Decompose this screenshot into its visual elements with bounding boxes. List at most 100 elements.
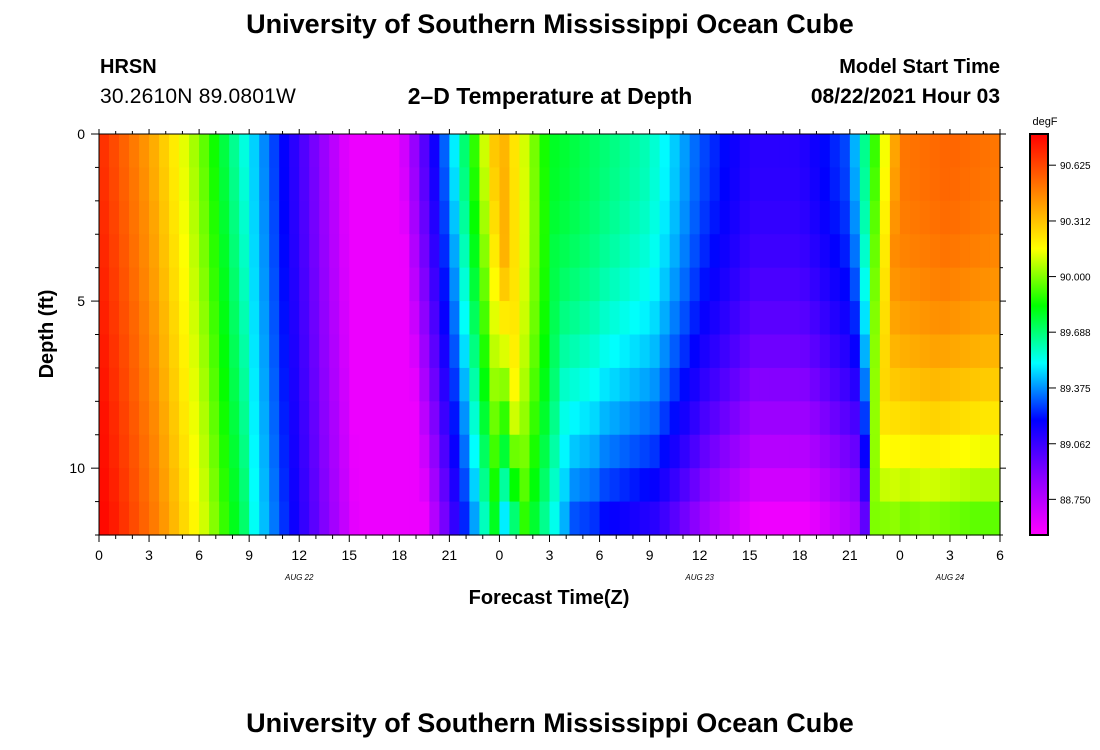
heatmap-cell — [759, 434, 771, 469]
heatmap-cell — [899, 367, 911, 402]
heatmap-cell — [779, 334, 791, 369]
heatmap-cell — [859, 434, 871, 469]
heatmap-cell — [299, 468, 310, 503]
heatmap-cell — [189, 501, 200, 536]
heatmap-cell — [99, 200, 110, 235]
heatmap-cell — [609, 468, 621, 503]
heatmap-cell — [599, 468, 611, 503]
heatmap-cell — [849, 401, 861, 436]
heatmap-cell — [829, 267, 841, 302]
heatmap-cell — [769, 167, 781, 202]
heatmap-cell — [759, 267, 771, 302]
heatmap-cell — [809, 468, 821, 503]
heatmap-cell — [979, 301, 991, 336]
heatmap-cell — [499, 267, 511, 302]
heatmap-cell — [509, 267, 521, 302]
heatmap-cell — [789, 501, 801, 536]
heatmap-cell — [699, 501, 711, 536]
heatmap-cell — [429, 501, 440, 536]
heatmap-cell — [289, 267, 300, 302]
heatmap-cell — [489, 434, 501, 469]
heatmap-cell — [259, 367, 270, 402]
heatmap-cell — [759, 234, 771, 269]
heatmap-cell — [109, 200, 120, 235]
y-axis-label: Depth (ft) — [36, 290, 58, 379]
heatmap-cell — [329, 401, 340, 436]
heatmap-cell — [589, 167, 601, 202]
heatmap-cell — [359, 234, 370, 269]
heatmap-cell — [509, 468, 521, 503]
colorbar-label: 89.688 — [1060, 328, 1091, 339]
heatmap-cell — [489, 301, 501, 336]
heatmap-cell — [299, 134, 310, 169]
heatmap-cell — [399, 334, 410, 369]
heatmap-cell — [709, 301, 721, 336]
heatmap-cell — [259, 401, 270, 436]
heatmap-cell — [139, 234, 150, 269]
heatmap-cell — [789, 301, 801, 336]
heatmap-cell — [719, 468, 731, 503]
heatmap-cell — [429, 234, 440, 269]
heatmap-cell — [949, 234, 961, 269]
heatmap-cell — [549, 301, 561, 336]
x-date-label: AUG 24 — [935, 573, 965, 582]
heatmap-cell — [679, 401, 691, 436]
heatmap-cell — [489, 234, 501, 269]
heatmap-cell — [579, 200, 591, 235]
heatmap-cell — [109, 367, 120, 402]
heatmap-cell — [559, 167, 571, 202]
heatmap-cell — [619, 468, 631, 503]
heatmap-cell — [459, 401, 471, 436]
heatmap-cell — [269, 367, 280, 402]
heatmap-cell — [309, 367, 320, 402]
heatmap-cell — [299, 267, 310, 302]
heatmap-cell — [429, 367, 440, 402]
heatmap-cell — [859, 468, 871, 503]
heatmap-cell — [959, 234, 971, 269]
heatmap-cell — [379, 167, 390, 202]
heatmap-cell — [219, 234, 230, 269]
heatmap-cell — [979, 468, 991, 503]
heatmap-cell — [679, 367, 691, 402]
heatmap-cell — [939, 234, 951, 269]
heatmap-cell — [489, 501, 501, 536]
heatmap-cell — [549, 501, 561, 536]
heatmap-cell — [419, 434, 430, 469]
heatmap-cell — [109, 434, 120, 469]
heatmap-cell — [919, 501, 931, 536]
heatmap-cell — [399, 234, 410, 269]
heatmap-cell — [979, 267, 991, 302]
heatmap-cell — [919, 200, 931, 235]
heatmap-cell — [139, 167, 150, 202]
heatmap-cell — [959, 501, 971, 536]
heatmap-cell — [919, 167, 931, 202]
heatmap-cell — [549, 200, 561, 235]
heatmap-cell — [839, 334, 851, 369]
heatmap-cell — [899, 501, 911, 536]
heatmap-cell — [319, 367, 330, 402]
heatmap-cell — [299, 501, 310, 536]
heatmap-cell — [99, 334, 110, 369]
heatmap-cell — [819, 234, 831, 269]
heatmap-cell — [949, 267, 961, 302]
heatmap-cell — [569, 301, 581, 336]
heatmap-cell — [819, 401, 831, 436]
heatmap-cell — [849, 301, 861, 336]
heatmap-cell — [199, 301, 210, 336]
heatmap-cell — [749, 267, 761, 302]
heatmap-cell — [469, 367, 481, 402]
heatmap-cell — [829, 468, 841, 503]
heatmap-cell — [139, 501, 150, 536]
heatmap-cell — [739, 134, 751, 169]
heatmap-cell — [679, 134, 691, 169]
heatmap-cell — [529, 501, 541, 536]
heatmap-cell — [509, 501, 521, 536]
heatmap-cell — [609, 367, 621, 402]
heatmap-cell — [479, 334, 491, 369]
heatmap-cell — [189, 434, 200, 469]
heatmap-cell — [939, 200, 951, 235]
heatmap-cell — [629, 434, 641, 469]
heatmap-cell — [959, 167, 971, 202]
heatmap-cell — [629, 334, 641, 369]
heatmap-cell — [519, 401, 531, 436]
